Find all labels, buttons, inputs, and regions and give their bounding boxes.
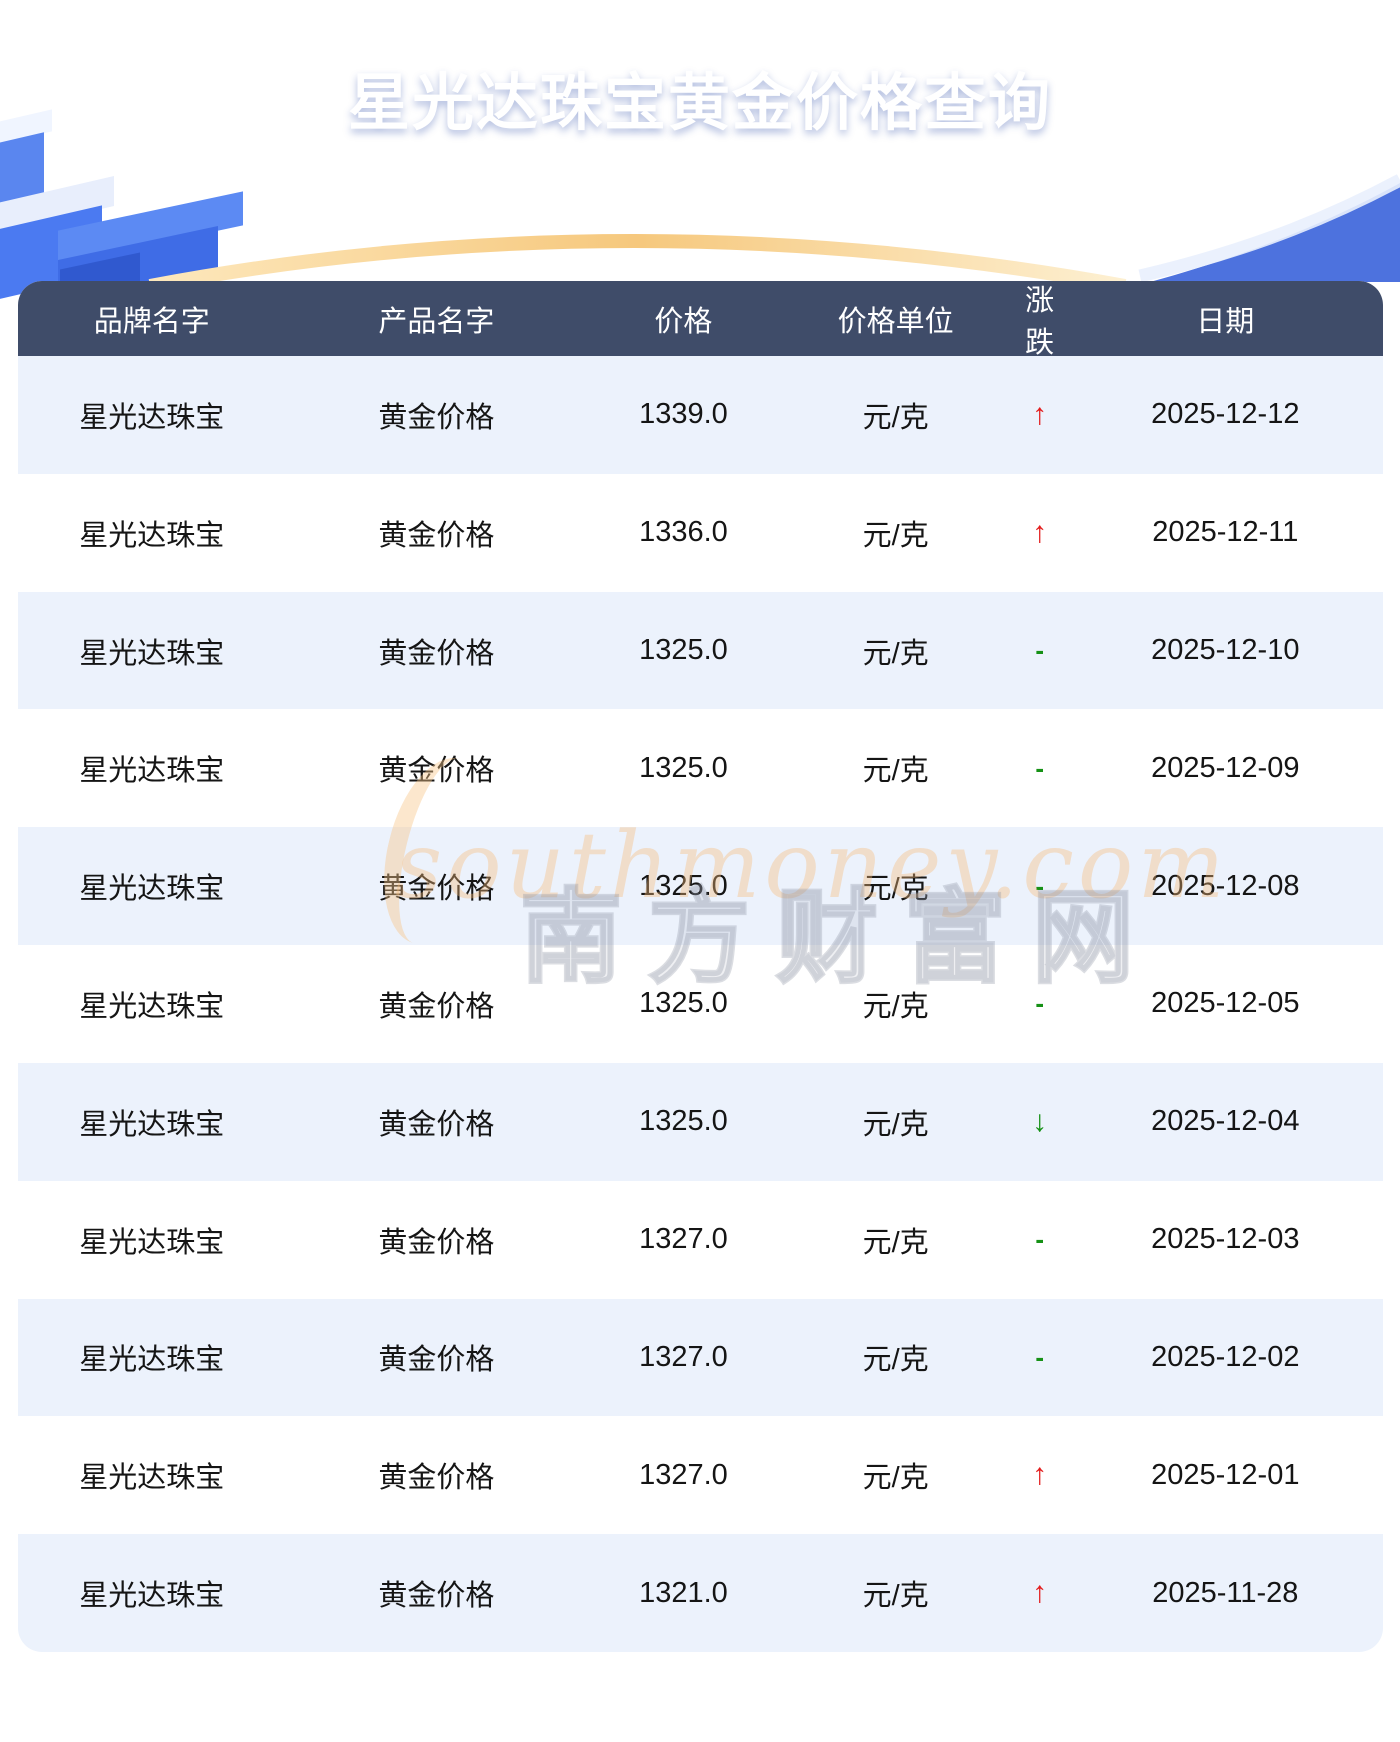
- price-cell: 1325.0: [639, 1105, 728, 1138]
- price-cell: 1327.0: [639, 1340, 728, 1373]
- unit-cell: 元/克: [862, 1108, 929, 1141]
- table-row: 星光达珠宝 黄金价格 1327.0 元/克 - 2025-12-02: [18, 1298, 1383, 1417]
- column-header-change: 涨跌: [1025, 284, 1055, 359]
- price-cell: 1325.0: [639, 869, 728, 902]
- brand-cell: 星光达珠宝: [79, 990, 225, 1023]
- change-indicator-up: ↑: [1032, 515, 1048, 549]
- brand-cell: 星光达珠宝: [79, 1580, 225, 1613]
- product-cell: 黄金价格: [378, 990, 495, 1023]
- table-row: 星光达珠宝 黄金价格 1327.0 元/克 ↑ 2025-12-01: [18, 1416, 1383, 1535]
- change-indicator-flat: -: [1035, 752, 1044, 783]
- unit-cell: 元/克: [862, 1226, 929, 1259]
- date-cell: 2025-12-10: [1151, 634, 1300, 667]
- date-cell: 2025-12-05: [1151, 987, 1300, 1020]
- table-row: 星光达珠宝 黄金价格 1321.0 元/克 ↑ 2025-11-28: [18, 1534, 1383, 1652]
- change-indicator-flat: -: [1035, 870, 1044, 901]
- change-indicator-up: ↑: [1032, 1458, 1048, 1492]
- date-cell: 2025-12-12: [1151, 398, 1300, 431]
- brand-cell: 星光达珠宝: [79, 1462, 225, 1495]
- column-header-price: 价格: [654, 305, 713, 338]
- column-header-brand: 品牌名字: [93, 305, 210, 338]
- brand-cell: 星光达珠宝: [79, 637, 225, 670]
- product-cell: 黄金价格: [378, 755, 495, 788]
- column-header-unit: 价格单位: [837, 305, 954, 338]
- product-cell: 黄金价格: [378, 1226, 495, 1259]
- date-cell: 2025-12-04: [1151, 1105, 1300, 1138]
- brand-cell: 星光达珠宝: [79, 1108, 225, 1141]
- unit-cell: 元/克: [862, 519, 929, 552]
- price-cell: 1336.0: [639, 516, 728, 549]
- product-cell: 黄金价格: [378, 873, 495, 906]
- date-cell: 2025-12-11: [1152, 516, 1299, 549]
- table-body: 星光达珠宝 黄金价格 1339.0 元/克 ↑ 2025-12-12 星光达珠宝…: [18, 356, 1383, 1652]
- change-indicator-down: ↓: [1032, 1104, 1048, 1138]
- date-cell: 2025-11-28: [1152, 1576, 1299, 1609]
- table-row: 星光达珠宝 黄金价格 1339.0 元/克 ↑ 2025-12-12: [18, 356, 1383, 474]
- brand-cell: 星光达珠宝: [79, 873, 225, 906]
- brand-cell: 星光达珠宝: [79, 755, 225, 788]
- unit-cell: 元/克: [862, 637, 929, 670]
- change-indicator-flat: -: [1035, 635, 1044, 666]
- table-row: 星光达珠宝 黄金价格 1325.0 元/克 - 2025-12-10: [18, 591, 1383, 710]
- price-cell: 1339.0: [639, 398, 728, 431]
- brand-cell: 星光达珠宝: [79, 519, 225, 552]
- column-header-date: 日期: [1196, 305, 1255, 338]
- change-indicator-up: ↑: [1032, 397, 1048, 431]
- page-title: 星光达珠宝黄金价格查询: [347, 69, 1052, 138]
- date-cell: 2025-12-01: [1151, 1458, 1300, 1491]
- product-cell: 黄金价格: [378, 1344, 495, 1377]
- table-row: 星光达珠宝 黄金价格 1325.0 元/克 ↓ 2025-12-04: [18, 1062, 1383, 1181]
- price-cell: 1325.0: [639, 751, 728, 784]
- product-cell: 黄金价格: [378, 1462, 495, 1495]
- unit-cell: 元/克: [862, 755, 929, 788]
- brand-cell: 星光达珠宝: [79, 401, 225, 434]
- date-cell: 2025-12-02: [1151, 1340, 1300, 1373]
- brand-cell: 星光达珠宝: [79, 1226, 225, 1259]
- date-cell: 2025-12-09: [1151, 751, 1300, 784]
- product-cell: 黄金价格: [378, 1580, 495, 1613]
- golden-arc: [148, 234, 1127, 282]
- change-indicator-flat: -: [1035, 1341, 1044, 1372]
- unit-cell: 元/克: [862, 401, 929, 434]
- price-cell: 1325.0: [639, 987, 728, 1020]
- unit-cell: 元/克: [862, 990, 929, 1023]
- unit-cell: 元/克: [862, 1580, 929, 1613]
- date-cell: 2025-12-08: [1151, 869, 1300, 902]
- change-indicator-flat: -: [1035, 988, 1044, 1019]
- table-row: 星光达珠宝 黄金价格 1325.0 元/克 - 2025-12-08: [18, 827, 1383, 946]
- product-cell: 黄金价格: [378, 401, 495, 434]
- table-row: 星光达珠宝 黄金价格 1325.0 元/克 - 2025-12-09: [18, 709, 1383, 828]
- table-header-row: 品牌名字 产品名字 价格 价格单位 涨跌 日期: [18, 281, 1383, 359]
- product-cell: 黄金价格: [378, 519, 495, 552]
- price-cell: 1327.0: [639, 1223, 728, 1256]
- unit-cell: 元/克: [862, 1344, 929, 1377]
- brand-cell: 星光达珠宝: [79, 1344, 225, 1377]
- price-cell: 1321.0: [639, 1576, 728, 1609]
- price-cell: 1325.0: [639, 634, 728, 667]
- table-row: 星光达珠宝 黄金价格 1325.0 元/克 - 2025-12-05: [18, 945, 1383, 1063]
- disclaimer-text: 以上数据仅供参考，与当地金店有所差异，请以实际价格为准。: [335, 1690, 1064, 1718]
- table-row: 星光达珠宝 黄金价格 1327.0 元/克 - 2025-12-03: [18, 1180, 1383, 1299]
- price-table: 品牌名字 产品名字 价格 价格单位 涨跌 日期 星光达珠宝 黄金价格 1339.0 元/克…: [18, 281, 1383, 1652]
- change-indicator-up: ↑: [1032, 1576, 1048, 1610]
- change-indicator-flat: -: [1035, 1224, 1044, 1255]
- page-subtitle: 南方财富网整理: [591, 174, 809, 206]
- product-cell: 黄金价格: [378, 1108, 495, 1141]
- unit-cell: 元/克: [862, 873, 929, 906]
- table-row: 星光达珠宝 黄金价格 1336.0 元/克 ↑ 2025-12-11: [18, 473, 1383, 592]
- unit-cell: 元/克: [862, 1462, 929, 1495]
- column-header-product: 产品名字: [378, 305, 495, 338]
- date-cell: 2025-12-03: [1151, 1223, 1300, 1256]
- product-cell: 黄金价格: [378, 637, 495, 670]
- price-cell: 1327.0: [639, 1458, 728, 1491]
